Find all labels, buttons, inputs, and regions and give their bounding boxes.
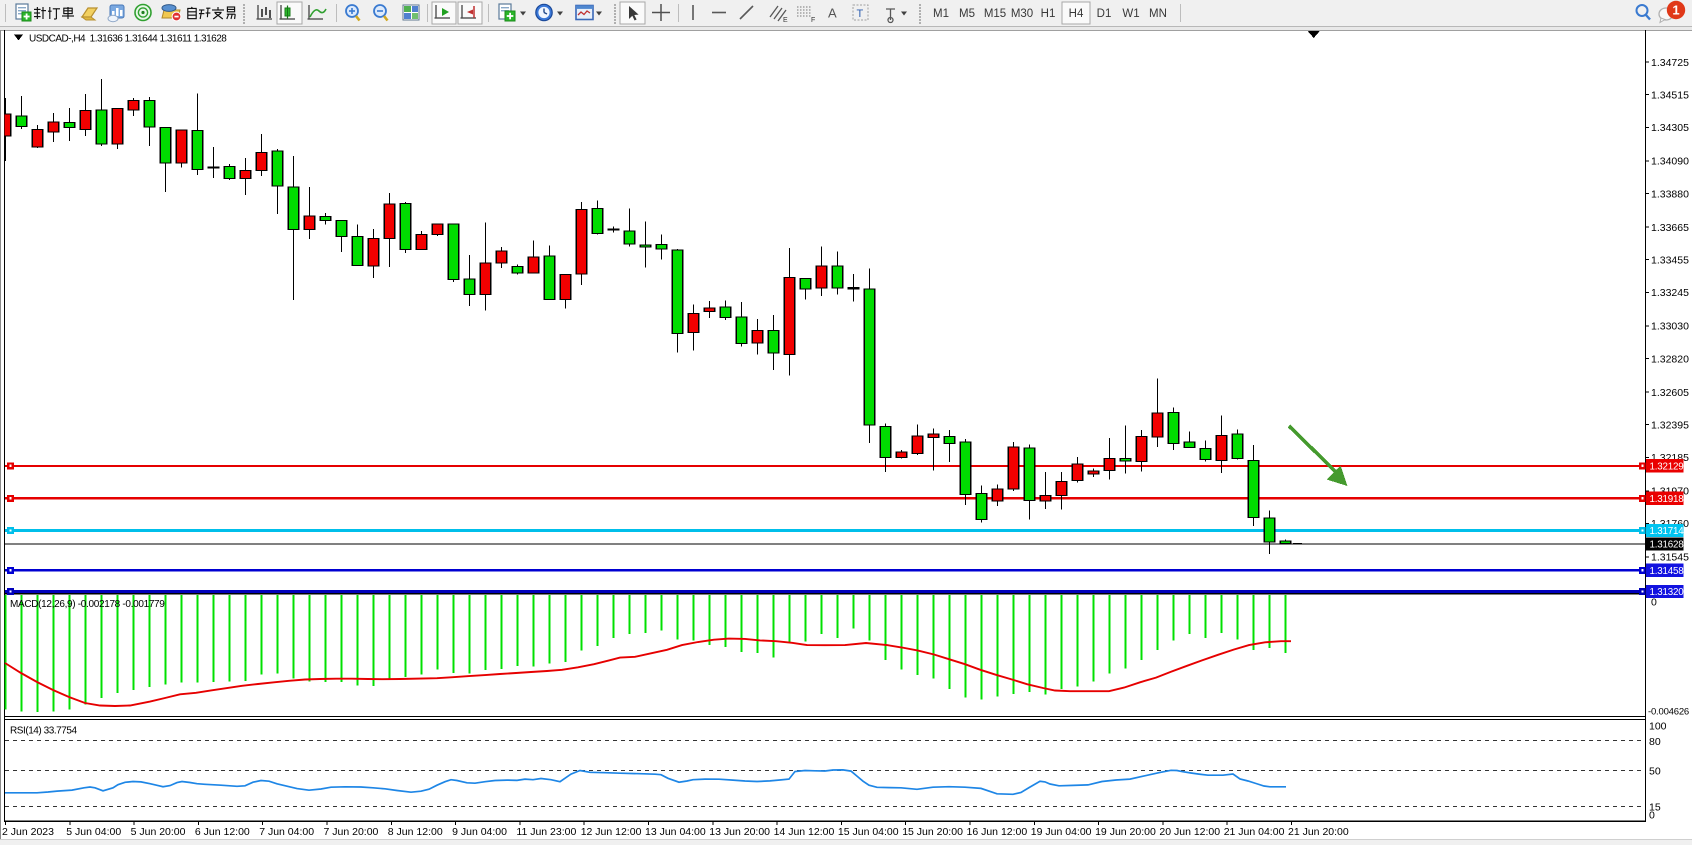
- svg-text:RSI(14) 33.7754: RSI(14) 33.7754: [10, 726, 78, 737]
- svg-text:D1: D1: [1097, 8, 1112, 20]
- svg-text:1.31714: 1.31714: [1650, 526, 1685, 537]
- svg-text:1.34090: 1.34090: [1651, 156, 1689, 168]
- svg-text:1.34305: 1.34305: [1651, 122, 1689, 134]
- svg-text:2 Jun 2023: 2 Jun 2023: [2, 826, 54, 838]
- svg-text:M5: M5: [959, 8, 975, 20]
- svg-text:50: 50: [1649, 765, 1661, 777]
- svg-text:T: T: [857, 8, 864, 20]
- svg-text:6 Jun 12:00: 6 Jun 12:00: [195, 826, 250, 838]
- svg-text:1.34725: 1.34725: [1651, 57, 1689, 69]
- svg-text:USDCAD-,H4 1.31636 1.31644 1.: USDCAD-,H4 1.31636 1.31644 1.31611 1.316…: [29, 34, 227, 45]
- svg-text:1.32129: 1.32129: [1650, 462, 1684, 473]
- svg-text:1.33665: 1.33665: [1651, 222, 1689, 234]
- svg-text:15: 15: [1649, 801, 1661, 813]
- svg-text:1.32820: 1.32820: [1651, 353, 1689, 365]
- svg-text:1.32395: 1.32395: [1651, 419, 1689, 431]
- svg-text:1.33455: 1.33455: [1651, 255, 1689, 267]
- svg-text:1.31918: 1.31918: [1650, 494, 1685, 505]
- svg-text:1.31545: 1.31545: [1651, 552, 1689, 564]
- svg-text:14 Jun 12:00: 14 Jun 12:00: [774, 826, 835, 838]
- svg-text:100: 100: [1649, 720, 1667, 732]
- svg-text:1.32605: 1.32605: [1651, 387, 1689, 399]
- svg-text:11 Jun 23:00: 11 Jun 23:00: [516, 826, 576, 838]
- svg-text:20 Jun 12:00: 20 Jun 12:00: [1159, 826, 1220, 838]
- svg-text:13 Jun 20:00: 13 Jun 20:00: [709, 826, 770, 838]
- svg-text:12 Jun 12:00: 12 Jun 12:00: [581, 826, 642, 838]
- svg-text:-0.004626: -0.004626: [1648, 707, 1689, 718]
- svg-text:7 Jun 04:00: 7 Jun 04:00: [259, 826, 314, 838]
- svg-text:19 Jun 04:00: 19 Jun 04:00: [1031, 826, 1092, 838]
- svg-text:W1: W1: [1122, 8, 1139, 20]
- svg-text:MACD(12,26,9) -0.002178 -0.001: MACD(12,26,9) -0.002178 -0.001779: [10, 599, 165, 610]
- svg-text:15 Jun 20:00: 15 Jun 20:00: [902, 826, 963, 838]
- svg-text:0: 0: [1651, 597, 1657, 609]
- svg-text:1.31320: 1.31320: [1650, 587, 1685, 598]
- svg-text:8 Jun 12:00: 8 Jun 12:00: [388, 826, 443, 838]
- svg-text:H4: H4: [1069, 8, 1084, 20]
- svg-text:19 Jun 20:00: 19 Jun 20:00: [1095, 826, 1156, 838]
- svg-text:M15: M15: [984, 8, 1006, 20]
- svg-text:H1: H1: [1041, 8, 1056, 20]
- svg-text:A: A: [828, 6, 837, 21]
- svg-text:16 Jun 12:00: 16 Jun 12:00: [967, 826, 1028, 838]
- svg-text:E: E: [783, 17, 788, 24]
- svg-text:1.33880: 1.33880: [1651, 188, 1689, 200]
- svg-text:21 Jun 04:00: 21 Jun 04:00: [1224, 826, 1285, 838]
- svg-text:M1: M1: [933, 8, 949, 20]
- svg-text:1.31458: 1.31458: [1650, 566, 1685, 577]
- svg-text:1.33245: 1.33245: [1651, 287, 1689, 299]
- svg-text:F: F: [811, 17, 815, 24]
- svg-text:7 Jun 20:00: 7 Jun 20:00: [324, 826, 379, 838]
- svg-text:5 Jun 04:00: 5 Jun 04:00: [66, 826, 121, 838]
- svg-text:21 Jun 20:00: 21 Jun 20:00: [1288, 826, 1349, 838]
- svg-text:MN: MN: [1149, 8, 1167, 20]
- svg-text:5 Jun 20:00: 5 Jun 20:00: [131, 826, 186, 838]
- svg-text:15 Jun 04:00: 15 Jun 04:00: [838, 826, 899, 838]
- svg-text:80: 80: [1649, 736, 1661, 748]
- svg-text:13 Jun 04:00: 13 Jun 04:00: [645, 826, 706, 838]
- svg-text:M30: M30: [1011, 8, 1033, 20]
- svg-text:1.33030: 1.33030: [1651, 321, 1689, 333]
- svg-text:1.34515: 1.34515: [1651, 90, 1689, 102]
- svg-text:0: 0: [1649, 810, 1655, 822]
- svg-text:1: 1: [1672, 3, 1679, 18]
- svg-text:9 Jun 04:00: 9 Jun 04:00: [452, 826, 507, 838]
- svg-text:1.31628: 1.31628: [1650, 540, 1685, 551]
